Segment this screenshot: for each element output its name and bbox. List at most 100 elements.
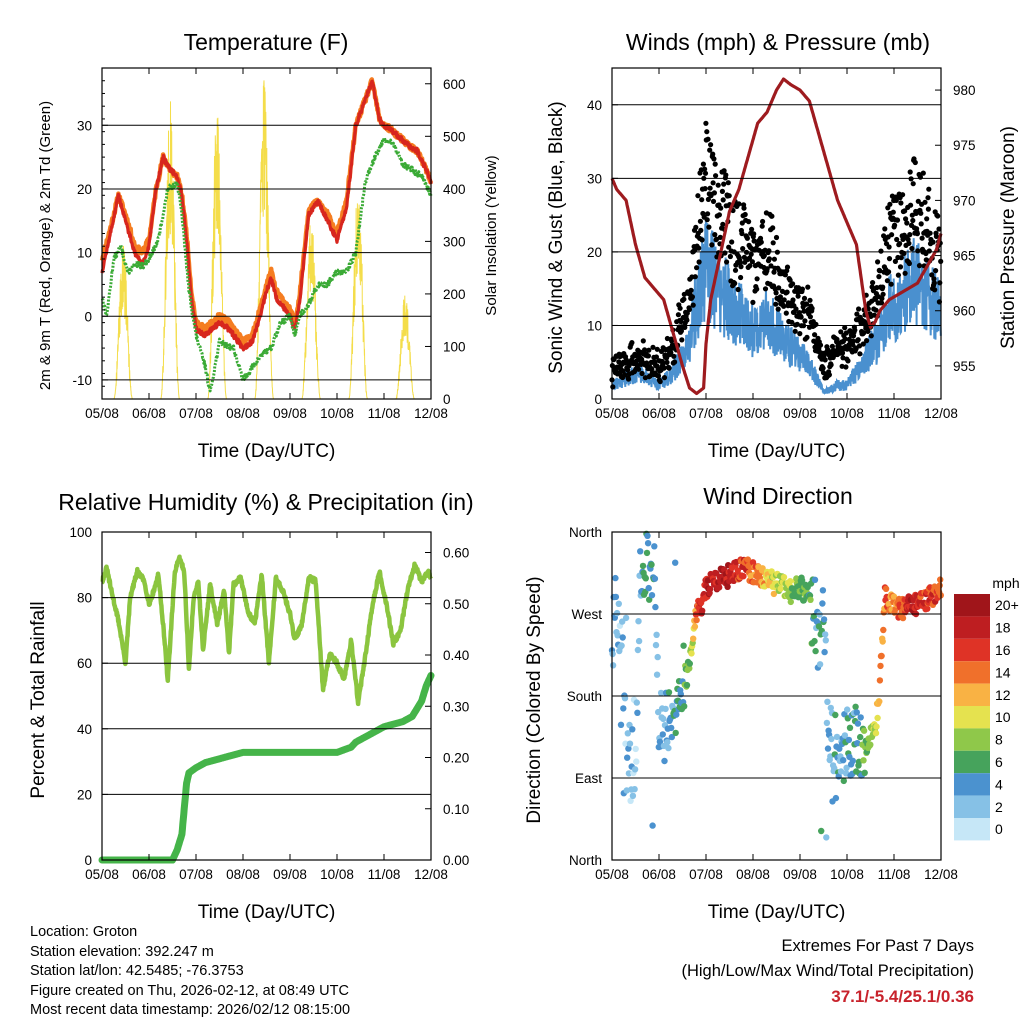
panel3-x-tick-label: 09/08 — [273, 867, 307, 882]
wind-direction-point — [651, 575, 659, 582]
wind-direction-point — [654, 653, 661, 661]
wind-direction-point — [615, 600, 622, 607]
gust-point — [892, 222, 898, 228]
gust-point — [692, 274, 698, 280]
panel2-y-tick-label: 30 — [587, 171, 602, 186]
gust-point — [716, 212, 723, 218]
wind-direction-point — [846, 724, 854, 731]
wind-direction-point — [691, 623, 699, 630]
gust-point — [727, 253, 734, 260]
colorbar-label: 10 — [995, 709, 1011, 725]
gust-point — [880, 284, 886, 290]
panel2-frame — [611, 67, 942, 400]
gust-point — [672, 359, 678, 365]
panel2-y2-tick-label: 965 — [953, 249, 976, 264]
gust-point — [697, 218, 704, 224]
panel3-y2-tick-label: 0.10 — [443, 802, 469, 817]
wind-direction-point — [844, 706, 851, 713]
wind-direction-point — [661, 757, 668, 765]
wind-direction-point — [612, 574, 619, 582]
wind-direction-point — [662, 705, 669, 713]
gust-point — [781, 297, 787, 303]
colorbar-label: 16 — [995, 642, 1011, 658]
wind-direction-point — [652, 603, 659, 611]
wind-direction-point — [899, 614, 907, 622]
gust-point — [726, 244, 732, 250]
gust-point — [655, 373, 662, 379]
colorbar-label: 14 — [995, 664, 1011, 680]
gust-point — [906, 240, 912, 246]
wind-direction-point — [672, 559, 679, 566]
panel4-title: Wind Direction — [703, 483, 853, 509]
gust-point — [936, 226, 942, 232]
panel1-y-tick-label: 20 — [77, 182, 92, 197]
sonic-wind-line — [611, 220, 942, 395]
extremes-title: Extremes For Past 7 Days — [781, 937, 974, 955]
gust-point — [853, 346, 859, 352]
wind-direction-point — [873, 723, 880, 730]
panel2-x-tick-label: 09/08 — [783, 406, 817, 421]
station-pressure-line — [610, 77, 943, 396]
wind-direction-point — [653, 671, 661, 678]
wind-direction-point — [818, 827, 825, 835]
wind-direction-point — [819, 587, 827, 594]
gust-point — [813, 321, 819, 327]
gust-point — [675, 312, 682, 318]
gust-point — [834, 336, 840, 342]
gust-point — [797, 331, 803, 337]
gust-point — [925, 206, 932, 212]
gust-point — [795, 293, 801, 299]
gust-point — [920, 170, 926, 176]
gust-point — [770, 240, 776, 246]
wind-direction-point — [633, 699, 640, 706]
gust-point — [669, 338, 675, 344]
wind-direction-point — [699, 607, 706, 614]
panel3-y-tick-label: 20 — [77, 787, 92, 802]
wind-direction-point — [840, 777, 847, 785]
gust-point — [886, 256, 893, 262]
gust-point — [735, 286, 741, 293]
gust-point — [711, 156, 717, 162]
wind-direction-point — [879, 638, 886, 645]
gust-point — [711, 190, 718, 196]
gust-point — [887, 201, 893, 207]
gust-point — [657, 378, 663, 385]
gust-point — [790, 297, 796, 303]
wind-direction-point — [651, 543, 658, 550]
panel1-x-tick-label: 11/08 — [368, 406, 401, 421]
panel4-x-axis-label: Time (Day/UTC) — [708, 902, 846, 923]
wind-direction-point — [816, 661, 824, 668]
wind-direction-point — [706, 585, 714, 593]
gust-point — [739, 230, 745, 237]
gust-point — [770, 225, 776, 231]
gust-point — [933, 233, 940, 239]
panel4-x-tick-label: 05/08 — [595, 867, 629, 882]
wind-direction-point — [657, 689, 665, 697]
wind-direction-point — [681, 703, 688, 710]
panel1-y2-tick-label: 0 — [443, 392, 451, 407]
gust-point — [695, 193, 701, 199]
gust-point — [784, 289, 790, 295]
wind-direction-point — [823, 834, 830, 841]
panel3-x-tick-label: 08/08 — [226, 867, 260, 882]
panel1-y-tick-label: 10 — [77, 246, 92, 261]
gust-point — [906, 260, 913, 267]
gust-point — [890, 209, 896, 215]
wind-direction-point — [629, 792, 637, 799]
gust-point — [782, 272, 789, 278]
gust-point — [649, 366, 655, 372]
gust-point — [804, 334, 810, 340]
panel3-y-tick-label: 80 — [77, 591, 92, 606]
wind-direction-point — [664, 739, 671, 746]
gust-point — [681, 296, 687, 302]
wind-direction-point — [643, 549, 651, 557]
wind-direction-point — [634, 709, 641, 716]
panel4-y-tick-label: East — [575, 771, 602, 786]
wind-direction-point — [840, 757, 847, 764]
panel2-y2-tick-label: 960 — [953, 304, 976, 319]
wind-direction-point — [853, 709, 860, 716]
gust-point — [873, 307, 879, 313]
wind-direction-point — [837, 768, 845, 775]
panel3-x-tick-label: 06/08 — [132, 867, 166, 882]
gust-point — [857, 351, 863, 357]
